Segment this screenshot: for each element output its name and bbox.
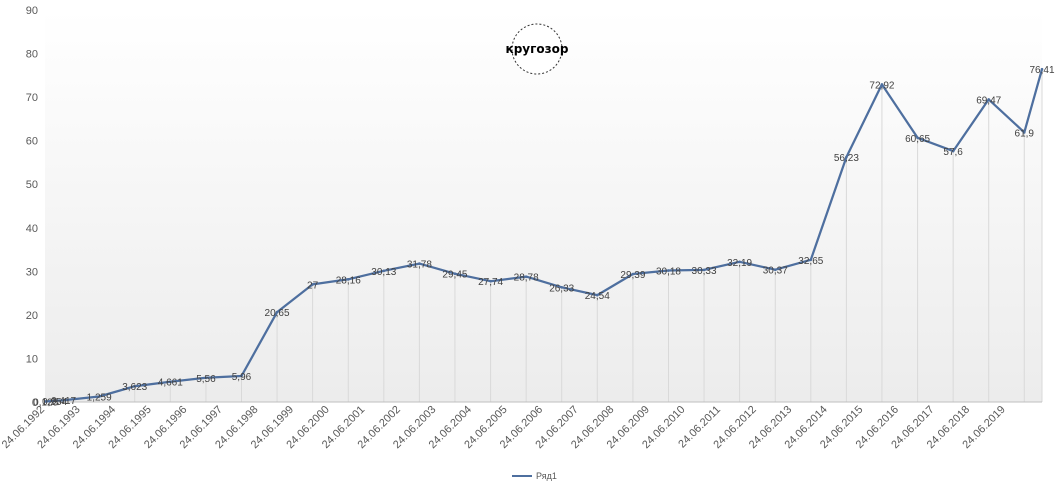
data-point [62,398,65,402]
y-tick-label: 80 [26,49,38,61]
y-tick-label: 70 [26,92,38,104]
data-point [667,269,670,272]
x-axis: 24.06.199224.06.199324.06.199424.06.1995… [0,404,1008,451]
data-label: 1,259 [87,393,112,404]
data-point [133,384,137,388]
logo: кругозор [506,23,569,75]
data-label: 29,45 [442,270,467,281]
data-label: 28,78 [514,273,539,284]
data-point [702,268,706,272]
data-point [916,136,919,140]
data-label: 29,39 [620,270,645,281]
data-label: 5,56 [196,374,216,385]
data-point [880,83,884,86]
data-label: 30,37 [763,266,788,277]
data-point [951,149,955,153]
data-label: 57,6 [943,147,963,158]
legend-label: Ряд1 [536,471,557,481]
data-label: 61,9 [1015,128,1035,139]
data-label: 27 [307,280,319,291]
y-tick-label: 50 [26,179,38,191]
data-point [311,283,314,286]
data-point [382,269,386,273]
data-label: 0,125 [33,397,58,408]
y-tick-label: 40 [26,223,38,235]
data-point [204,376,208,380]
data-label: 31,78 [407,260,432,271]
legend: Ряд1 [512,471,557,481]
data-label: 3,623 [122,382,147,393]
data-point [987,98,991,101]
data-label: 0,254 [42,397,67,408]
data-label: 56,23 [834,153,859,164]
y-tick-label: 90 [26,5,38,17]
drop-lines [45,69,1043,402]
data-label: 30,18 [656,267,681,278]
data-label: 5,96 [232,372,252,383]
data-label: 72,92 [869,80,894,91]
data-point [809,258,813,262]
data-point [97,395,101,398]
y-tick-label: 30 [26,266,38,278]
data-point [595,293,599,297]
data-point [773,268,777,272]
data-point [560,286,564,289]
data-label: 30,33 [692,266,717,277]
data-label: 4,661 [158,378,183,389]
data-point [346,278,350,281]
data-point [453,272,457,276]
data-label: 30,13 [371,267,396,278]
y-tick-label: 60 [26,136,38,148]
data-point [240,374,243,378]
data-label: 69,47 [976,95,1001,106]
data-point [168,380,172,383]
data-point [53,399,56,403]
y-tick-label: 10 [26,353,38,365]
logo-circle [511,23,563,75]
data-label: 28,16 [336,275,361,286]
data-point [1022,131,1026,134]
data-point [44,400,47,403]
y-tick-label: 0 [32,397,38,409]
data-point [524,275,528,278]
plot-area [45,10,1042,402]
data-point [489,279,492,283]
data-point [418,262,421,265]
logo-text: кругозор [506,42,569,56]
data-label: 20,65 [265,308,290,319]
data-label: 0,417 [51,396,76,407]
data-label: 27,74 [478,277,503,288]
y-tick-label: 20 [26,310,38,322]
data-label: 26,33 [549,283,574,294]
data-label: 60,65 [905,134,930,145]
series [44,67,1044,403]
data-label: 24,54 [585,291,610,302]
data-point [1040,67,1044,71]
data-point [738,260,741,264]
data-point [275,310,279,314]
data-label: 76,41 [1029,65,1054,76]
data-label: 32,19 [727,258,752,269]
data-point [631,272,635,276]
data-label: 32,65 [798,256,823,267]
y-axis: 0 10 20 30 40 50 60 70 80 90 [26,5,38,409]
data-point [845,155,848,159]
